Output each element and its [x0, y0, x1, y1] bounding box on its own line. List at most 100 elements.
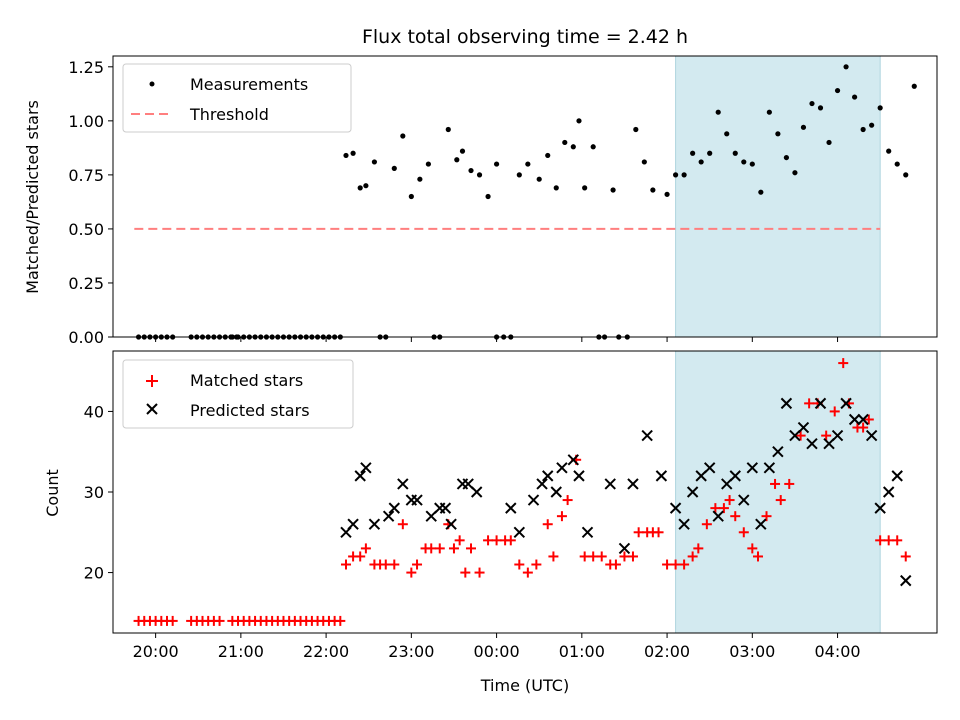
data-point — [633, 527, 644, 538]
data-point — [783, 154, 790, 161]
x-b — [527, 494, 540, 506]
data-point — [468, 167, 474, 174]
x-b — [439, 502, 452, 514]
data-point — [483, 535, 494, 546]
data-point — [662, 559, 673, 570]
plot-area — [133, 350, 912, 634]
data-point — [389, 559, 400, 570]
data-point — [865, 429, 878, 442]
x-b — [505, 502, 517, 514]
legend-label-predicted: Predicted stars — [190, 401, 310, 420]
x-b — [388, 502, 401, 514]
series-predicted-stars — [340, 397, 912, 587]
data-point — [167, 615, 178, 626]
data-point — [679, 559, 690, 570]
data-point — [749, 161, 755, 167]
x-b — [411, 494, 423, 506]
x-b — [470, 486, 483, 498]
data-point — [882, 486, 895, 498]
data-point — [412, 559, 423, 570]
legend-plus-icon — [146, 375, 158, 387]
data-point — [900, 551, 911, 562]
data-point — [573, 470, 585, 482]
data-point — [400, 133, 406, 139]
x-b — [686, 486, 699, 498]
data-point — [493, 161, 500, 167]
x-b — [848, 413, 861, 426]
data-point — [633, 126, 639, 133]
data-point — [411, 494, 423, 506]
data-point — [340, 559, 351, 570]
data-point — [357, 185, 363, 191]
data-point — [848, 413, 861, 426]
data-point — [858, 422, 869, 433]
data-point — [610, 187, 616, 193]
x-b — [874, 502, 886, 514]
data-point — [775, 495, 786, 506]
highlight-band — [675, 55, 881, 338]
data-point — [474, 567, 485, 578]
y-tick-label: 0.25 — [68, 274, 104, 293]
data-point — [686, 486, 699, 498]
data-point — [516, 172, 522, 178]
x-b — [780, 397, 793, 410]
data-point — [838, 358, 849, 369]
data-point — [670, 559, 681, 570]
data-point — [536, 478, 548, 490]
x-b — [347, 518, 359, 530]
legend-x-icon — [146, 403, 158, 415]
data-point — [513, 526, 526, 538]
y-tick-label: 0.00 — [68, 328, 104, 347]
top-legend: Measurements Threshold — [122, 63, 352, 133]
x-b — [763, 462, 776, 474]
chart-title: Flux total observing time = 2.42 h — [362, 26, 688, 48]
data-point — [857, 413, 869, 426]
data-point — [698, 159, 704, 165]
data-point — [459, 148, 466, 154]
y-tick-label: 40 — [84, 402, 104, 421]
x-b — [703, 462, 716, 474]
data-point — [892, 535, 903, 546]
data-point — [406, 567, 417, 578]
data-point — [829, 406, 840, 417]
x-b — [641, 429, 653, 442]
data-point — [738, 527, 749, 538]
data-point — [707, 150, 713, 156]
data-point — [491, 535, 502, 546]
y-tick-label: 0.75 — [68, 166, 104, 185]
data-point — [797, 421, 810, 434]
data-point — [712, 510, 724, 522]
x-b — [755, 518, 767, 530]
data-point — [840, 397, 852, 410]
data-point — [775, 131, 781, 137]
x-b — [360, 462, 372, 474]
data-point — [363, 183, 369, 189]
data-point — [886, 148, 892, 154]
data-point — [627, 551, 638, 562]
data-point — [476, 172, 483, 178]
x-b — [556, 462, 568, 474]
data-point — [710, 503, 721, 514]
data-point — [747, 543, 758, 554]
x-tick-label: 22:00 — [303, 642, 349, 661]
data-point — [766, 109, 772, 115]
data-point — [382, 510, 395, 522]
x-b — [669, 502, 682, 514]
legend-label-matched: Matched stars — [190, 371, 303, 390]
x-b — [397, 478, 409, 490]
data-point — [784, 478, 795, 489]
data-point — [869, 122, 875, 128]
data-point — [360, 462, 372, 474]
y-tick-label: 1.00 — [68, 112, 104, 131]
data-point — [445, 518, 457, 530]
data-point — [545, 152, 551, 159]
data-point — [763, 462, 776, 474]
x-b — [462, 478, 474, 490]
data-point — [729, 470, 741, 482]
x-b — [772, 446, 784, 458]
data-point — [445, 126, 451, 133]
data-point — [388, 502, 401, 514]
data-point — [701, 519, 712, 530]
data-point — [426, 543, 437, 554]
data-point — [582, 185, 588, 191]
